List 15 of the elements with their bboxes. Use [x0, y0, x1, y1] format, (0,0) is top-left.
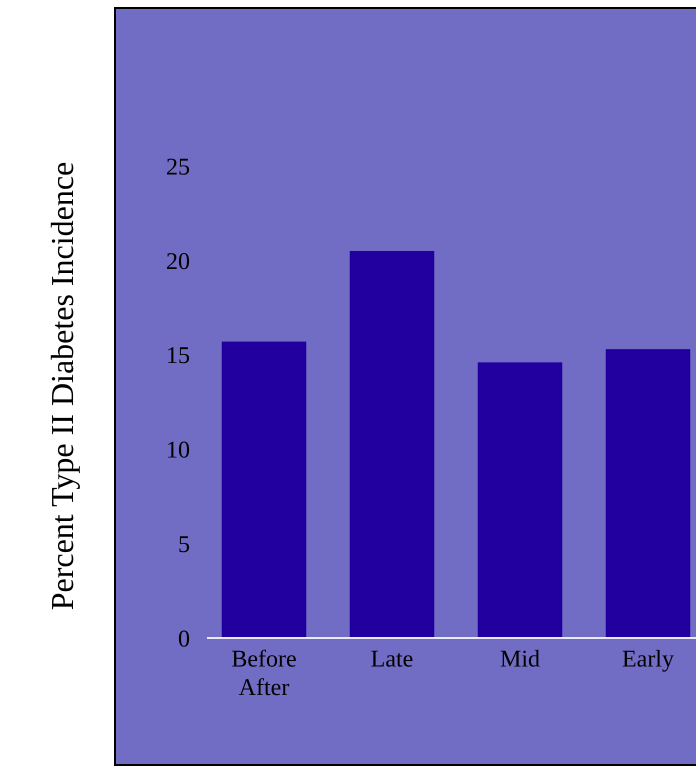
- y-tick-label: 0: [178, 626, 190, 652]
- bar: [350, 250, 434, 638]
- y-tick-label: 20: [166, 248, 190, 275]
- y-tick-label: 10: [166, 438, 190, 464]
- x-tick-label: Mid: [500, 646, 540, 672]
- bar: [222, 342, 306, 638]
- bar: [478, 362, 562, 638]
- x-tick-label: Early: [622, 646, 674, 672]
- y-tick-label: 15: [166, 343, 190, 370]
- y-tick-label: 25: [166, 154, 190, 180]
- y-axis-title: Percent Type II Diabetes Incidence: [44, 162, 80, 610]
- x-tick-label: Late: [370, 646, 414, 672]
- y-tick-label: 5: [178, 532, 190, 558]
- bar: [606, 349, 690, 638]
- x-tick-label: Before After: [231, 646, 297, 702]
